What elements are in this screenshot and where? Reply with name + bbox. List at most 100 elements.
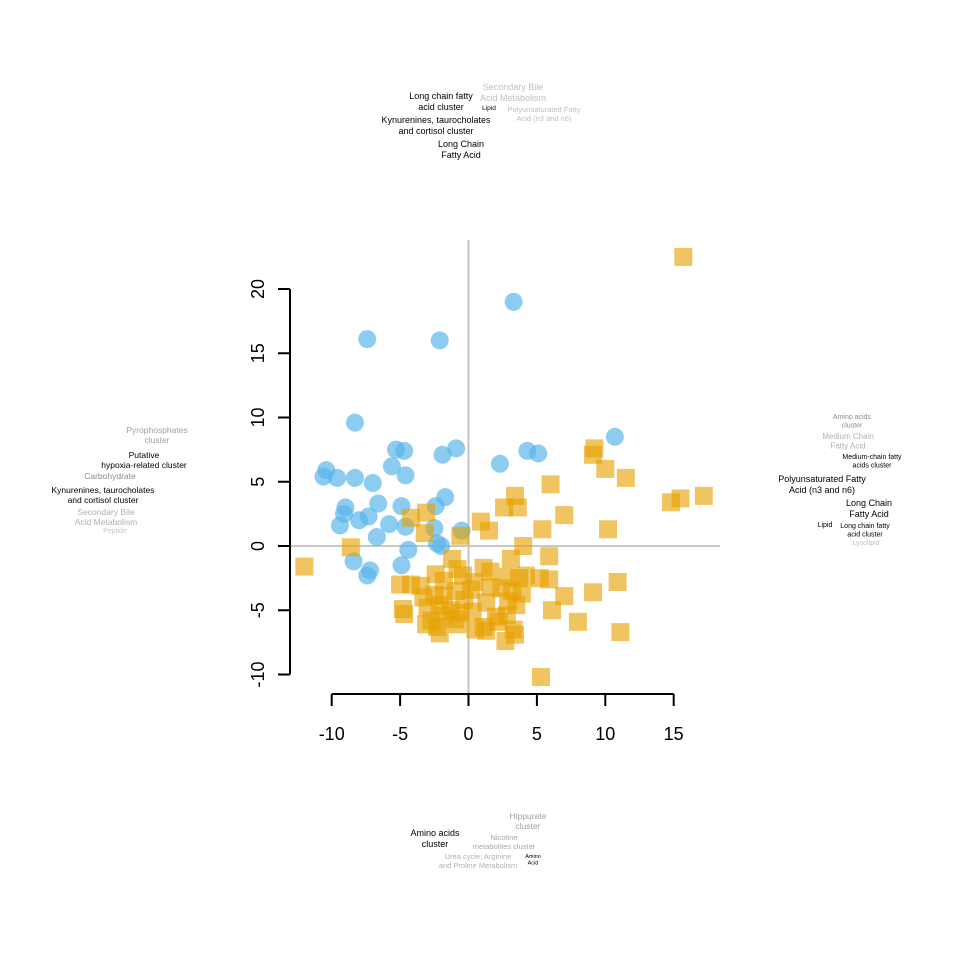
right-annotation: Medium-chain fatty acids cluster [842,454,902,469]
square-point [583,445,602,464]
square-point [341,538,360,557]
circle-point [328,468,347,487]
square-point [495,498,514,517]
circle-point [345,413,364,432]
square-point [508,498,527,517]
right-annotation: Lysolipid [853,540,880,547]
square-point [533,520,552,539]
x-tick-label: -10 [319,724,345,744]
square-point [451,526,470,545]
bottom-annotation: Amino Acid [525,854,541,867]
annotation-labels: Secondary Bile Acid Metabolism Long chain … [51,82,902,870]
circle-point [447,439,466,458]
square-point [674,247,693,266]
axes: -10 -5 0 5 10 15 -10 -5 0 5 10 15 20 [248,279,684,744]
circle-point [605,427,624,446]
circle-point [314,467,333,486]
circle-point [344,552,363,571]
circle-point [358,330,377,349]
x-tick-label: 10 [595,724,615,744]
y-tick-label: -5 [248,602,268,618]
square-point [481,562,500,581]
x-tick-label: 15 [664,724,684,744]
circle-point [380,515,399,534]
series-1-squares [295,247,713,687]
square-point [501,549,520,568]
square-point [516,566,535,585]
square-point [541,475,560,494]
circle-point [369,494,388,513]
circle-point [433,445,452,464]
top-annotation: Lipid [482,105,496,112]
circle-point [490,454,509,473]
square-point [430,624,449,643]
bottom-annotation: Amino acids cluster [410,828,460,849]
circle-point [345,468,364,487]
circle-point [392,556,411,575]
square-point [540,547,559,566]
square-point [477,593,496,612]
square-point [481,578,500,597]
top-annotation: Polyunsaturated Fatty Acid (n3 and n6) [508,105,581,123]
circle-point [396,466,415,485]
x-tick-label: 5 [532,724,542,744]
circle-point [529,444,548,463]
circle-point [430,331,449,350]
square-point [568,612,587,631]
circle-point [350,511,369,530]
square-point [295,557,314,576]
left-annotation: Peptide [103,528,127,535]
top-annotation: Long Chain Fatty Acid [438,139,484,160]
bottom-annotation: Hippurate cluster [510,811,547,831]
square-point [395,605,414,624]
right-annotation: Lipid [818,522,833,529]
square-point [402,508,421,527]
square-point [694,486,713,505]
top-annotation: Secondary Bile Acid Metabolism [480,82,546,103]
y-tick-label: 5 [248,477,268,487]
data-points [295,247,713,687]
circle-point [330,516,349,535]
circle-point [367,528,386,547]
left-annotation: Putative hypoxia-related cluster [101,450,187,470]
square-point [496,632,515,651]
square-point [391,575,410,594]
square-point [542,601,561,620]
square-point [608,572,627,591]
x-tick-label: 0 [463,724,473,744]
right-annotation: Long chain fatty acid cluster [840,523,890,538]
top-annotation: Kynurenines, taurocholates and cortisol c… [381,115,491,136]
y-tick-label: 20 [248,279,268,299]
y-tick-label: 15 [248,343,268,363]
square-point [540,570,559,589]
square-point [611,623,630,642]
circle-point [382,457,401,476]
circle-point [395,441,414,460]
y-tick-label: 10 [248,407,268,427]
square-point [448,615,467,634]
square-point [596,459,615,478]
y-tick-label: -10 [248,661,268,687]
square-point [532,668,551,687]
circle-point [358,566,377,585]
top-annotation: Long chain fatty acid cluster [409,91,473,112]
left-annotation: Carbohydrate [84,471,136,481]
bottom-annotation: Urea cycle; Arginine and Proline Metaboli… [439,852,517,870]
left-annotation: Secondary Bile Acid Metabolism [75,507,137,527]
circle-point [504,292,523,311]
square-point [583,583,602,602]
bottom-annotation: Nicotine metabolites cluster [473,833,536,851]
square-point [661,493,680,512]
square-point [417,503,436,522]
square-point [555,506,574,525]
right-annotation: Amino acids cluster [833,414,872,429]
square-point [616,468,635,487]
right-annotation: Medium Chain Fatty Acid [822,432,874,451]
right-annotation: Long Chain Fatty Acid [846,498,892,519]
x-tick-label: -5 [392,724,408,744]
left-annotation: Kynurenines, taurocholates and cortisol c… [51,485,154,505]
circle-point [363,474,382,493]
square-point [599,520,618,539]
y-tick-label: 0 [248,541,268,551]
